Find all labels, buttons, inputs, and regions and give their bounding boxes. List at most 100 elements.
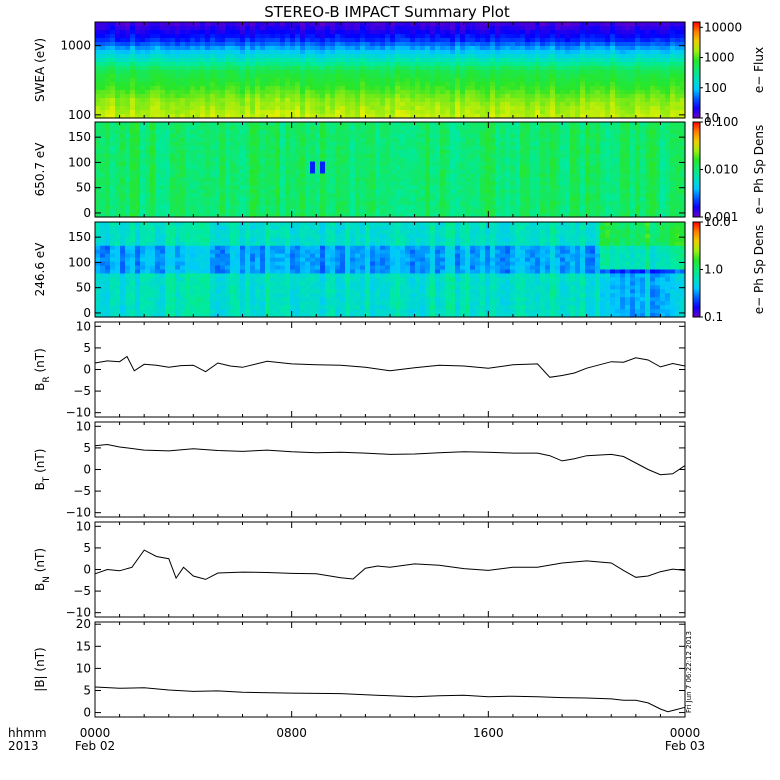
heatmap-cell — [260, 185, 266, 190]
heatmap-cell — [550, 54, 556, 59]
heatmap-cell — [155, 90, 161, 95]
heatmap-cell — [665, 114, 671, 119]
heatmap-cell — [130, 173, 136, 179]
heatmap-cell — [415, 110, 421, 115]
heatmap-cell — [575, 106, 581, 111]
heatmap-cell — [270, 189, 276, 194]
heatmap-cell — [585, 106, 591, 111]
heatmap-cell — [525, 141, 531, 147]
heatmap-cell — [350, 114, 356, 119]
heatmap-cell — [240, 197, 246, 202]
heatmap-cell — [300, 177, 306, 182]
heatmap-cell — [270, 209, 276, 214]
heatmap-cell — [465, 137, 471, 143]
heatmap-cell — [255, 62, 261, 67]
heatmap-cell — [250, 98, 256, 103]
heatmap-cell — [430, 114, 436, 119]
heatmap-cell — [625, 90, 631, 95]
heatmap-cell — [555, 38, 561, 43]
heatmap-cell — [425, 70, 431, 75]
heatmap-cell — [310, 173, 316, 179]
heatmap-cell — [170, 169, 176, 175]
heatmap-cell — [295, 173, 301, 179]
heatmap-cell — [440, 62, 446, 67]
heatmap-cell — [405, 54, 411, 59]
heatmap-cell — [680, 38, 686, 43]
heatmap-cell — [415, 209, 421, 214]
heatmap-cell — [160, 94, 166, 99]
heatmap-cell — [650, 114, 656, 119]
heatmap-cell — [485, 165, 491, 171]
heatmap-cell — [395, 38, 401, 43]
heatmap-cell — [240, 110, 246, 115]
heatmap-cell — [175, 205, 181, 210]
heatmap-cell — [260, 62, 266, 67]
heatmap-cell — [250, 125, 256, 131]
heatmap-cell — [455, 149, 461, 155]
heatmap-cell — [430, 201, 436, 206]
heatmap-cell — [385, 58, 391, 63]
heatmap-cell — [240, 102, 246, 107]
heatmap-cell — [450, 133, 456, 139]
heatmap-cell — [520, 98, 526, 103]
heatmap-cell — [330, 26, 336, 31]
heatmap-cell — [645, 110, 651, 115]
heatmap-cell — [630, 106, 636, 111]
heatmap-cell — [275, 50, 281, 55]
heatmap-cell — [275, 102, 281, 107]
heatmap-cell — [515, 137, 521, 143]
heatmap-cell — [225, 102, 231, 107]
heatmap-cell — [290, 169, 296, 175]
heatmap-cell — [215, 74, 221, 79]
heatmap-cell — [585, 42, 591, 47]
heatmap-cell — [210, 149, 216, 155]
heatmap-cell — [290, 145, 296, 151]
heatmap-cell — [430, 149, 436, 155]
heatmap-cell — [495, 141, 501, 147]
heatmap-cell — [555, 106, 561, 111]
heatmap-cell — [265, 66, 271, 71]
heatmap-cell — [535, 50, 541, 55]
heatmap-cell — [525, 90, 531, 95]
heatmap-cell — [605, 66, 611, 71]
heatmap-cell — [180, 34, 186, 39]
heatmap-cell — [195, 145, 201, 151]
heatmap-cell — [150, 102, 156, 107]
heatmap-cell — [385, 197, 391, 202]
heatmap-cell — [145, 34, 151, 39]
heatmap-cell — [350, 189, 356, 194]
heatmap-cell — [410, 34, 416, 39]
heatmap-cell — [610, 54, 616, 59]
heatmap-cell — [365, 26, 371, 31]
heatmap-cell — [630, 54, 636, 59]
heatmap-cell — [640, 66, 646, 71]
heatmap-cell — [650, 34, 656, 39]
heatmap-cell — [120, 145, 126, 151]
heatmap-cell — [170, 189, 176, 194]
heatmap-cell — [445, 30, 451, 35]
heatmap-cell — [340, 34, 346, 39]
heatmap-cell — [250, 70, 256, 75]
heatmap-cell — [330, 30, 336, 35]
heatmap-cell — [395, 197, 401, 202]
heatmap-cell — [355, 106, 361, 111]
heatmap-cell — [195, 201, 201, 206]
heatmap-cell — [380, 110, 386, 115]
heatmap-cell — [155, 177, 161, 182]
heatmap-cell — [185, 90, 191, 95]
heatmap-cell — [135, 42, 141, 47]
heatmap-cell — [260, 54, 266, 59]
heatmap-cell — [370, 110, 376, 115]
heatmap-cell — [280, 145, 286, 151]
heatmap-cell — [535, 26, 541, 31]
heatmap-cell — [630, 62, 636, 67]
heatmap-cell — [500, 50, 506, 55]
heatmap-cell — [545, 34, 551, 39]
heatmap-cell — [540, 30, 546, 35]
heatmap-cell — [245, 110, 251, 115]
heatmap-cell — [100, 38, 106, 43]
heatmap-cell — [175, 149, 181, 155]
heatmap-cell — [560, 82, 566, 87]
heatmap-cell — [325, 173, 331, 179]
